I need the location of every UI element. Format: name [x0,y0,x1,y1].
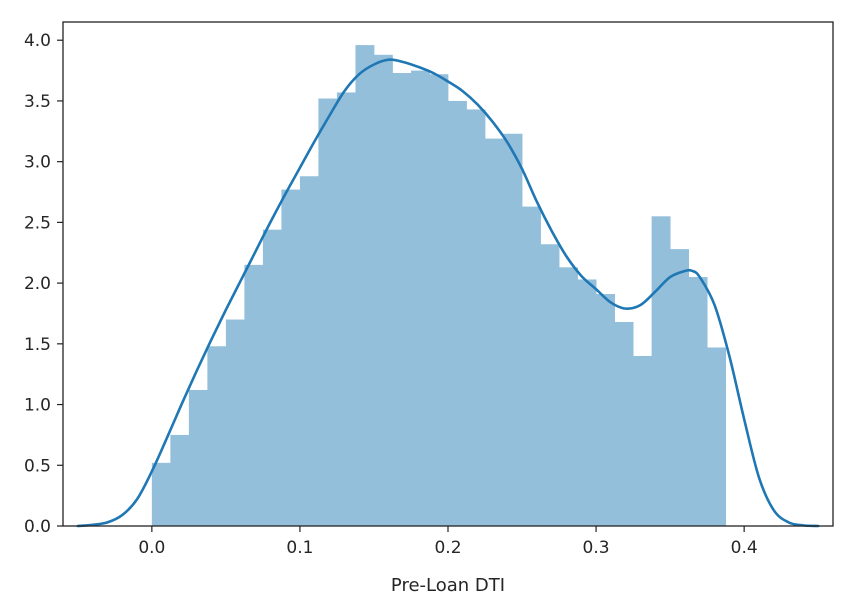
histogram-bar [244,264,264,526]
histogram-bar [318,98,338,527]
y-tick-label: 0.0 [24,517,51,537]
y-tick-label: 2.5 [24,213,51,233]
histogram-bar [651,216,671,527]
histogram-bar [392,73,412,526]
histogram-bar [688,277,708,526]
histogram-bar [355,45,375,526]
histogram-bar [522,206,541,526]
x-tick-label: 0.1 [286,538,313,558]
histogram-bar [670,249,690,526]
histogram-bar [429,74,449,527]
y-tick-label: 3.0 [24,153,51,173]
histogram-bar [170,434,190,526]
histogram-bar [188,389,208,526]
histogram-bar [373,54,393,527]
histogram-bar [225,319,245,526]
histogram-bar [614,321,634,526]
histogram-bar [707,347,727,526]
histogram-bar [633,355,653,526]
histogram-bar [540,244,560,526]
histogram-bar [410,70,430,527]
y-tick-label: 1.5 [24,335,51,355]
y-tick-label: 4.0 [24,31,51,51]
x-tick-label: 0.0 [138,538,165,558]
x-tick-label: 0.3 [583,538,610,558]
histogram-bar [448,100,467,526]
histogram-bar [207,346,227,526]
x-tick-label: 0.2 [434,538,461,558]
histogram-bar [503,133,523,527]
y-axis-ticks: 0.0 0.5 1.0 1.5 2.0 2.5 3.0 3.5 4.0 [24,31,63,537]
x-axis-ticks: 0.0 0.1 0.2 0.3 0.4 [138,526,758,558]
histogram-bar [281,189,301,526]
histogram-bar [299,176,319,526]
y-tick-label: 0.5 [24,456,51,476]
y-tick-label: 2.0 [24,274,51,294]
histogram-bars [151,45,727,527]
x-axis-label: Pre-Loan DTI [391,575,505,596]
y-tick-label: 3.5 [24,92,51,112]
y-tick-label: 1.0 [24,396,51,416]
x-tick-label: 0.4 [731,538,758,558]
histogram-bar [485,138,504,526]
histogram-bar [262,229,282,526]
kde-curve [76,58,820,528]
histogram-bar [151,462,171,526]
histogram-bar [559,267,578,526]
histogram-bar [466,109,486,526]
histogram-bar [336,92,356,527]
histogram-bar [577,279,597,526]
histogram-bar [596,294,615,526]
